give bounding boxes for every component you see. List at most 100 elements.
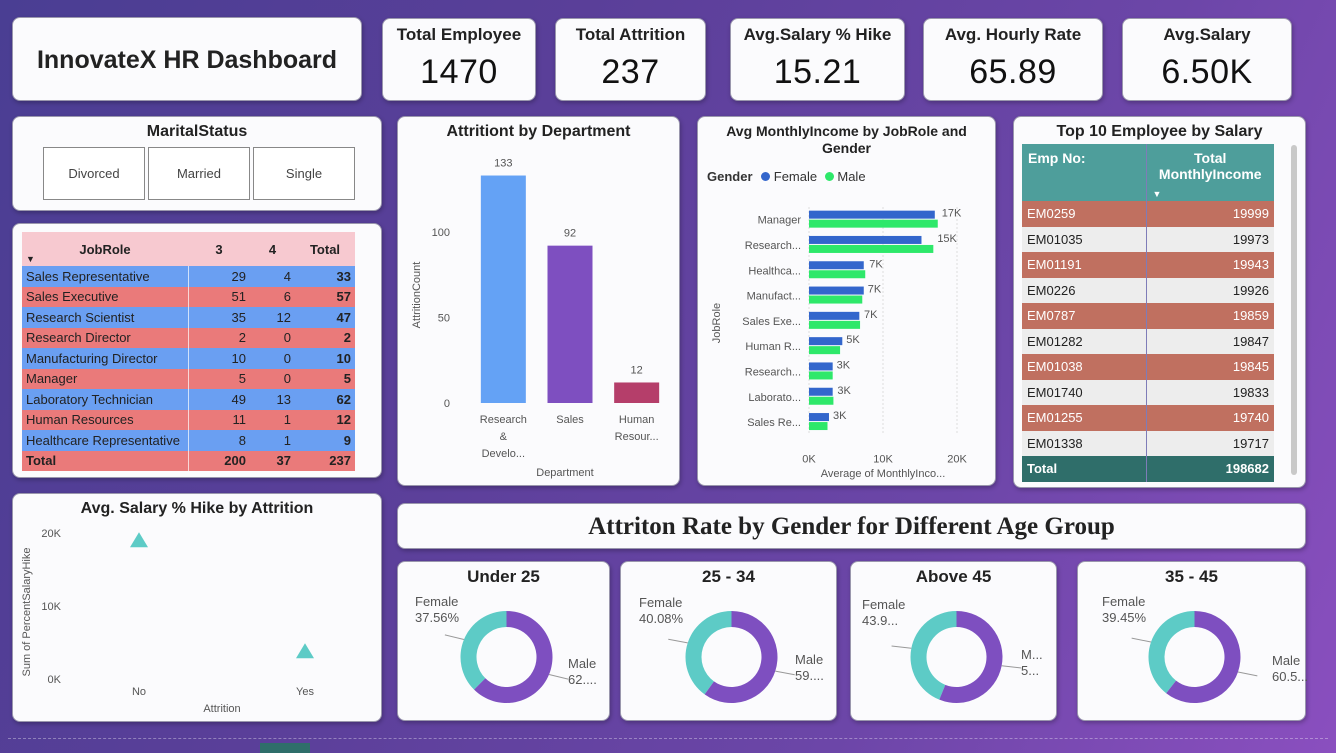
donut-card-under-25: Under 25 Female 37.56% Male 62.... <box>397 561 610 721</box>
kpi-label: Avg. Hourly Rate <box>944 25 1082 44</box>
slicer-option-divorced[interactable]: Divorced <box>43 147 145 200</box>
vertical-scrollbar[interactable] <box>1291 145 1297 475</box>
income-by-role-card: Avg MonthlyIncome by JobRole and Gender … <box>697 116 996 486</box>
value-cell: 11 <box>188 409 250 430</box>
table-row[interactable]: Manager 5 0 5 <box>22 368 355 389</box>
kpi-avg-salary-hike[interactable]: Avg.Salary % Hike 15.21 <box>730 18 905 101</box>
column-header-jobrole[interactable]: JobRole ▼ <box>22 232 188 266</box>
male-label: Male 62.... <box>568 656 597 687</box>
value-cell: 35 <box>188 307 250 328</box>
y-tick-label: 20K <box>41 528 61 540</box>
column-header-income[interactable]: Total MonthlyIncome ▼ <box>1146 144 1274 201</box>
value-cell: 6 <box>250 286 295 307</box>
bar <box>547 245 593 403</box>
kpi-value: 65.89 <box>969 53 1057 91</box>
jobrole-matrix: JobRole ▼ 3 4 Total Sales Representative… <box>22 232 355 471</box>
table-row[interactable]: Manufacturing Director 10 0 10 <box>22 348 355 369</box>
value-cell: 51 <box>188 286 250 307</box>
kpi-total-attrition[interactable]: Total Attrition 237 <box>555 18 706 101</box>
legend-label-male[interactable]: Male <box>837 169 866 184</box>
sort-desc-icon: ▼ <box>1152 189 1162 199</box>
jobrole-cell: Human Resources <box>22 409 189 430</box>
leader-line <box>668 638 688 644</box>
kpi-avg-hourly-rate[interactable]: Avg. Hourly Rate 65.89 <box>923 18 1103 101</box>
table-row[interactable]: EM01338 19717 <box>1022 430 1274 456</box>
column-header-4[interactable]: 4 <box>250 232 295 266</box>
bar-female <box>809 210 935 219</box>
table-row[interactable]: EM01740 19833 <box>1022 379 1274 405</box>
bar-male <box>809 270 866 279</box>
table-row[interactable]: Research Director 2 0 2 <box>22 327 355 348</box>
table-row[interactable]: EM01035 19973 <box>1022 226 1274 252</box>
legend-label-female[interactable]: Female <box>773 169 818 184</box>
data-label: 7K <box>864 309 878 321</box>
y-tick-label: 0 <box>444 398 450 410</box>
total-value: 37 <box>250 450 295 471</box>
donut-chart <box>444 611 569 703</box>
bar-male <box>809 396 834 405</box>
slicer-option-married[interactable]: Married <box>148 147 250 200</box>
kpi-avg-salary[interactable]: Avg.Salary 6.50K <box>1122 18 1292 101</box>
attrition-by-department-chart: 0 50 100 AttritionCount 133 Research & Develo..… <box>411 158 660 479</box>
kpi-value: 237 <box>601 53 660 91</box>
income-cell: 19943 <box>1146 252 1274 278</box>
column-header-empno[interactable]: Emp No: <box>1022 144 1147 201</box>
table-row[interactable]: Human Resources 11 1 12 <box>22 409 355 430</box>
donut-slice-male <box>474 611 553 703</box>
bar-female <box>809 337 843 346</box>
donut-title: Under 25 <box>467 567 540 586</box>
table-row[interactable]: EM01191 19943 <box>1022 252 1274 278</box>
leader-line <box>775 670 795 676</box>
table-row[interactable]: Healthcare Representative 8 1 9 <box>22 430 355 451</box>
value-cell: 13 <box>250 389 295 410</box>
table-row[interactable]: Sales Representative 29 4 33 <box>22 266 355 287</box>
column-header-3[interactable]: 3 <box>188 232 250 266</box>
table-row[interactable]: EM01255 19740 <box>1022 405 1274 431</box>
income-cell: 19973 <box>1146 226 1274 252</box>
total-cell: 10 <box>295 348 355 369</box>
total-value: 200 <box>188 450 250 471</box>
table-row[interactable]: EM01038 19845 <box>1022 354 1274 380</box>
value-cell: 2 <box>188 327 250 348</box>
y-tick-label: Healthca... <box>748 265 801 277</box>
empno-cell: EM01255 <box>1022 405 1147 431</box>
data-label: 15K <box>937 233 957 245</box>
donut-card-above-45: Above 45 Female 43.9... M... 5... <box>850 561 1057 721</box>
table-row[interactable]: EM0226 19926 <box>1022 277 1274 303</box>
kpi-value: 1470 <box>420 53 498 91</box>
table-row[interactable]: EM0787 19859 <box>1022 303 1274 329</box>
total-cell: 2 <box>295 327 355 348</box>
table-row[interactable]: EM0259 19999 <box>1022 201 1274 227</box>
donut-slice-female <box>1148 611 1195 694</box>
table-row[interactable]: Laboratory Technician 49 13 62 <box>22 389 355 410</box>
section-title: Attriton Rate by Gender for Different Ag… <box>588 513 1115 540</box>
bar-male <box>809 295 863 304</box>
bar-female <box>809 311 860 320</box>
chart-title-line1: Avg MonthlyIncome by JobRole and <box>726 123 967 139</box>
x-tick-label: & <box>500 431 508 443</box>
x-axis-label: Department <box>536 467 593 479</box>
total-cell: 5 <box>295 368 355 389</box>
data-label: 92 <box>564 228 576 240</box>
x-tick-label: Research <box>480 414 527 426</box>
chart-legend: Gender Female Male <box>707 169 866 184</box>
value-cell: 0 <box>250 327 295 348</box>
x-tick-label: Develo... <box>482 448 525 460</box>
leader-line <box>1131 637 1152 643</box>
data-label: 3K <box>837 359 851 371</box>
income-cell: 19847 <box>1146 328 1274 354</box>
value-cell: 49 <box>188 389 250 410</box>
table-row[interactable]: EM01282 19847 <box>1022 328 1274 354</box>
table-row[interactable]: Research Scientist 35 12 47 <box>22 307 355 328</box>
jobrole-cell: Laboratory Technician <box>22 389 189 410</box>
donut-title: Above 45 <box>915 567 992 586</box>
slicer-option-single[interactable]: Single <box>253 147 355 200</box>
column-header-total[interactable]: Total <box>295 232 355 266</box>
kpi-total-employee[interactable]: Total Employee 1470 <box>382 18 536 101</box>
donut-slice-female <box>910 611 957 700</box>
table-row[interactable]: Sales Executive 51 6 57 <box>22 286 355 307</box>
leader-line <box>548 674 569 680</box>
page-tab[interactable] <box>260 743 310 753</box>
y-tick-label: Research... <box>745 366 801 378</box>
x-tick-label: No <box>132 686 146 698</box>
